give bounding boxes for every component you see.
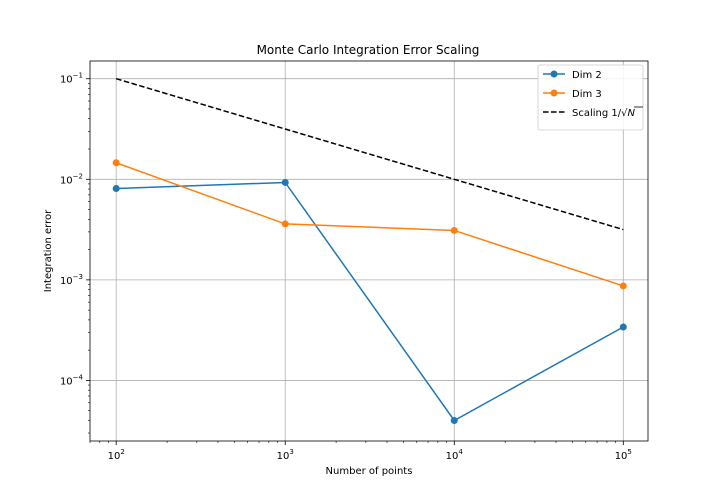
x-tick-label: 105 bbox=[615, 448, 632, 462]
x-tick-base: 10 bbox=[108, 451, 121, 462]
legend: Dim 2 Dim 3 Scaling 1/√N bbox=[537, 64, 644, 131]
y-tick-label: 10−4 bbox=[60, 373, 84, 387]
series-line bbox=[115, 162, 624, 287]
y-tick-label: 10−1 bbox=[60, 72, 83, 86]
legend-item: Dim 3 bbox=[543, 89, 602, 100]
legend-label: Scaling 1/√N bbox=[572, 108, 636, 119]
y-axis-label: Integration error bbox=[43, 209, 54, 292]
legend-label: Dim 3 bbox=[572, 89, 602, 100]
x-tick-exponent: 4 bbox=[458, 448, 463, 456]
y-tick-base: 10 bbox=[60, 175, 73, 186]
series-layer bbox=[112, 77, 627, 424]
legend-item: Dim 2 bbox=[543, 70, 602, 81]
x-tick-base: 10 bbox=[615, 451, 628, 462]
series-line bbox=[115, 77, 624, 231]
data-point bbox=[112, 159, 120, 167]
legend-item: Scaling 1/√N bbox=[543, 106, 643, 119]
y-tick-base: 10 bbox=[60, 376, 73, 387]
x-axis-label: Number of points bbox=[326, 466, 413, 477]
y-tick-base: 10 bbox=[60, 276, 73, 287]
data-point bbox=[450, 226, 458, 234]
x-tick-exponent: 2 bbox=[120, 448, 124, 456]
x-tick-base: 10 bbox=[446, 451, 459, 462]
legend-label-prefix: Scaling 1/ bbox=[572, 108, 622, 119]
chart-title: Monte Carlo Integration Error Scaling bbox=[257, 43, 480, 57]
data-point bbox=[619, 282, 627, 290]
legend-box bbox=[537, 64, 644, 131]
legend-label-sqrt-arg: N bbox=[628, 108, 636, 119]
y-tick-label: 10−3 bbox=[60, 273, 83, 287]
sqrt-symbol: √ bbox=[621, 108, 628, 119]
legend-label: Dim 2 bbox=[572, 70, 602, 81]
y-tick-label: 10−2 bbox=[60, 172, 83, 186]
x-tick-exponent: 5 bbox=[627, 448, 631, 456]
y-tick-base: 10 bbox=[60, 75, 73, 86]
series-0 bbox=[112, 178, 627, 424]
data-point bbox=[450, 416, 458, 424]
series-line bbox=[116, 181, 624, 422]
x-tick-label: 103 bbox=[277, 448, 294, 462]
series-1 bbox=[112, 159, 627, 290]
data-point bbox=[112, 184, 120, 192]
y-tick-exponent: −2 bbox=[73, 172, 83, 180]
x-tick-label: 102 bbox=[108, 448, 125, 462]
x-tick-base: 10 bbox=[277, 451, 290, 462]
x-tick-label: 104 bbox=[446, 448, 464, 462]
plot-frame bbox=[89, 60, 649, 442]
data-point bbox=[281, 220, 289, 228]
data-point bbox=[281, 178, 289, 186]
legend-marker bbox=[550, 89, 558, 97]
y-tick-exponent: −4 bbox=[73, 373, 84, 381]
series-2 bbox=[115, 77, 624, 231]
y-tick-exponent: −3 bbox=[73, 273, 83, 281]
legend-marker bbox=[550, 70, 558, 78]
data-point bbox=[619, 323, 627, 331]
x-tick-exponent: 3 bbox=[289, 448, 293, 456]
y-tick-exponent: −1 bbox=[73, 72, 83, 80]
